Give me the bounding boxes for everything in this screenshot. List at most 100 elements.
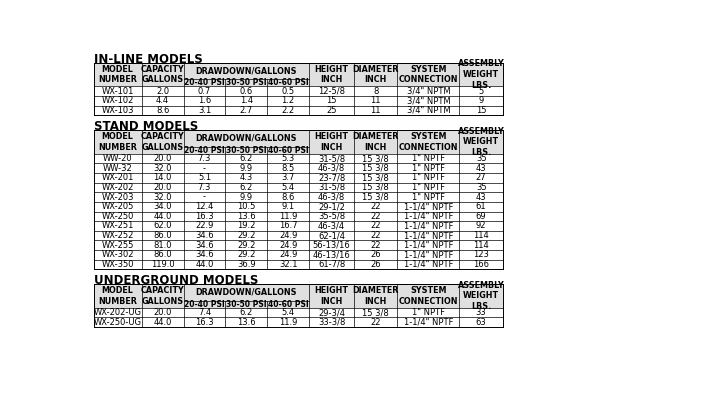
Text: 1-1/4" NPTF: 1-1/4" NPTF bbox=[404, 250, 453, 259]
Bar bbox=[93, 130, 503, 154]
Text: 61-7/8: 61-7/8 bbox=[318, 260, 345, 269]
Text: 44.0: 44.0 bbox=[195, 260, 214, 269]
Text: 14.0: 14.0 bbox=[154, 173, 172, 183]
Text: 31-5/8: 31-5/8 bbox=[318, 154, 345, 163]
Text: 32.0: 32.0 bbox=[154, 164, 172, 173]
Text: 4.4: 4.4 bbox=[156, 96, 169, 105]
Text: 23-7/8: 23-7/8 bbox=[318, 173, 345, 183]
Text: 123: 123 bbox=[473, 250, 489, 259]
Text: ASSEMBLY
WEIGHT
LBS.: ASSEMBLY WEIGHT LBS. bbox=[458, 59, 505, 90]
Text: STAND MODELS: STAND MODELS bbox=[93, 120, 198, 133]
Text: 92: 92 bbox=[476, 222, 486, 230]
Text: WX-101: WX-101 bbox=[101, 87, 134, 96]
Text: 15: 15 bbox=[326, 96, 337, 105]
Text: 46-3/4: 46-3/4 bbox=[318, 222, 345, 230]
Text: 6.2: 6.2 bbox=[240, 183, 253, 192]
Text: 20-40 PSI: 20-40 PSI bbox=[184, 78, 225, 87]
Text: WX-201: WX-201 bbox=[101, 173, 134, 183]
Text: 69: 69 bbox=[476, 212, 486, 221]
Bar bbox=[93, 308, 503, 317]
Text: 15 3/8: 15 3/8 bbox=[363, 183, 389, 192]
Text: ASSEMBLY
WEIGHT
LBS.: ASSEMBLY WEIGHT LBS. bbox=[458, 281, 505, 311]
Text: 30-50 PSI: 30-50 PSI bbox=[226, 300, 266, 309]
Text: 4.3: 4.3 bbox=[240, 173, 253, 183]
Text: 46-3/8: 46-3/8 bbox=[318, 192, 345, 201]
Bar bbox=[93, 164, 503, 173]
Text: 33: 33 bbox=[476, 308, 487, 317]
Text: 2.7: 2.7 bbox=[240, 106, 253, 115]
Text: 34.6: 34.6 bbox=[195, 231, 214, 240]
Text: 29-1/2: 29-1/2 bbox=[318, 202, 345, 211]
Text: WX-102: WX-102 bbox=[101, 96, 134, 105]
Text: 7.3: 7.3 bbox=[197, 154, 211, 163]
Text: 1.6: 1.6 bbox=[198, 96, 211, 105]
Bar bbox=[93, 231, 503, 240]
Text: WW-20: WW-20 bbox=[103, 154, 132, 163]
Text: 20-40 PSI: 20-40 PSI bbox=[184, 146, 225, 155]
Bar bbox=[93, 211, 503, 221]
Text: 1-1/4" NPTF: 1-1/4" NPTF bbox=[404, 241, 453, 250]
Text: 81.0: 81.0 bbox=[154, 241, 172, 250]
Text: 44.0: 44.0 bbox=[154, 212, 172, 221]
Text: 10.5: 10.5 bbox=[237, 202, 256, 211]
Text: 24.9: 24.9 bbox=[279, 241, 297, 250]
Text: 9.9: 9.9 bbox=[240, 192, 253, 201]
Text: 16.3: 16.3 bbox=[195, 318, 214, 327]
Text: 29.2: 29.2 bbox=[237, 250, 256, 259]
Text: 22: 22 bbox=[370, 231, 381, 240]
Text: 9: 9 bbox=[478, 96, 484, 105]
Text: DIAMETER
INCH: DIAMETER INCH bbox=[353, 132, 399, 152]
Text: MODEL
NUMBER: MODEL NUMBER bbox=[98, 286, 137, 306]
Text: WX-250: WX-250 bbox=[101, 212, 134, 221]
Text: ASSEMBLY
WEIGHT
LBS.: ASSEMBLY WEIGHT LBS. bbox=[458, 126, 505, 157]
Text: 1" NPTF: 1" NPTF bbox=[412, 183, 445, 192]
Text: 3.7: 3.7 bbox=[281, 173, 295, 183]
Text: WX-250-UG: WX-250-UG bbox=[93, 318, 141, 327]
Text: 15 3/8: 15 3/8 bbox=[363, 164, 389, 173]
Text: 0.6: 0.6 bbox=[240, 87, 253, 96]
Text: SYSTEM
CONNECTION: SYSTEM CONNECTION bbox=[398, 65, 458, 84]
Text: 1-1/4" NPTF: 1-1/4" NPTF bbox=[404, 231, 453, 240]
Text: 1" NPTF: 1" NPTF bbox=[412, 173, 445, 183]
Text: 56-13/16: 56-13/16 bbox=[312, 241, 350, 250]
Bar bbox=[93, 260, 503, 269]
Text: 36.9: 36.9 bbox=[237, 260, 256, 269]
Bar bbox=[93, 284, 503, 308]
Text: 20.0: 20.0 bbox=[154, 183, 172, 192]
Text: 61: 61 bbox=[476, 202, 486, 211]
Text: WX-350: WX-350 bbox=[101, 260, 134, 269]
Text: 35: 35 bbox=[476, 154, 486, 163]
Text: 15 3/8: 15 3/8 bbox=[363, 154, 389, 163]
Text: 24.9: 24.9 bbox=[279, 231, 297, 240]
Text: 0.7: 0.7 bbox=[198, 87, 211, 96]
Text: 6.2: 6.2 bbox=[240, 154, 253, 163]
Bar bbox=[93, 192, 503, 202]
Text: 119.0: 119.0 bbox=[151, 260, 174, 269]
Text: 29.2: 29.2 bbox=[237, 231, 256, 240]
Text: SYSTEM
CONNECTION: SYSTEM CONNECTION bbox=[398, 286, 458, 306]
Text: 9.1: 9.1 bbox=[281, 202, 294, 211]
Text: 12-5/8: 12-5/8 bbox=[318, 87, 345, 96]
Text: 1" NPTF: 1" NPTF bbox=[412, 164, 445, 173]
Text: 32.0: 32.0 bbox=[154, 192, 172, 201]
Text: DIAMETER
INCH: DIAMETER INCH bbox=[353, 65, 399, 84]
Text: 2.2: 2.2 bbox=[281, 106, 294, 115]
Text: DRAWDOWN/GALLONS: DRAWDOWN/GALLONS bbox=[195, 66, 297, 75]
Text: 11.9: 11.9 bbox=[279, 212, 297, 221]
Text: 6.2: 6.2 bbox=[240, 308, 253, 317]
Text: HEIGHT
INCH: HEIGHT INCH bbox=[314, 132, 348, 152]
Text: IN-LINE MODELS: IN-LINE MODELS bbox=[93, 52, 202, 66]
Text: 46-13/16: 46-13/16 bbox=[312, 250, 350, 259]
Text: 20-40 PSI: 20-40 PSI bbox=[184, 300, 225, 309]
Text: 32.1: 32.1 bbox=[279, 260, 297, 269]
Text: WW-32: WW-32 bbox=[103, 164, 133, 173]
Text: 22: 22 bbox=[370, 202, 381, 211]
Text: 20.0: 20.0 bbox=[154, 154, 172, 163]
Text: 22: 22 bbox=[370, 241, 381, 250]
Text: WX-251: WX-251 bbox=[101, 222, 134, 230]
Bar bbox=[93, 154, 503, 164]
Text: CAPACITY
GALLONS: CAPACITY GALLONS bbox=[141, 132, 185, 152]
Text: 40-60 PSI: 40-60 PSI bbox=[268, 78, 309, 87]
Text: 22: 22 bbox=[370, 212, 381, 221]
Text: 8: 8 bbox=[373, 87, 378, 96]
